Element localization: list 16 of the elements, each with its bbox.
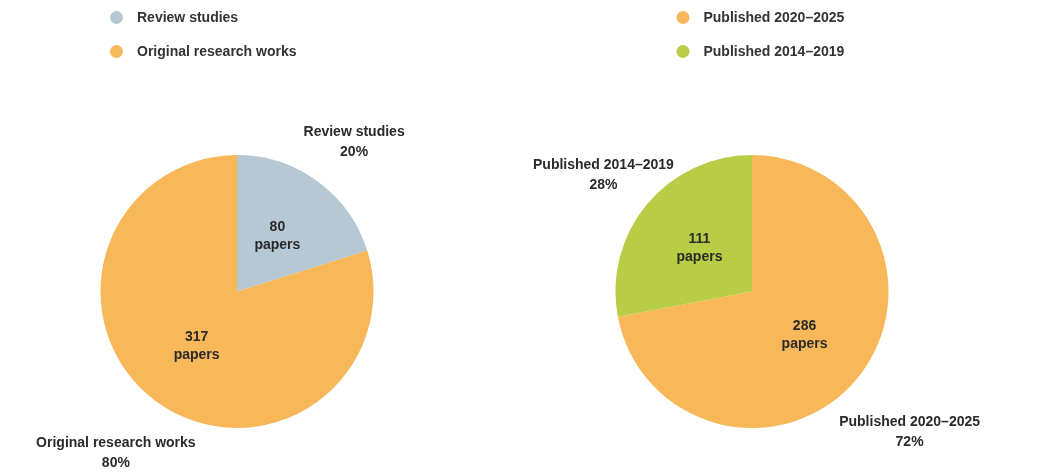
data-label: 286 papers <box>781 316 828 351</box>
legend-label: Published 2020–2025 <box>703 9 845 25</box>
slice-label: Review studies <box>303 122 405 139</box>
legend-label: Published 2014–2019 <box>703 43 845 59</box>
legend-label: Review studies <box>137 9 239 25</box>
text: 28% <box>589 176 618 192</box>
slice-label: Published 2014–2019 <box>532 156 675 172</box>
data-label: 80 papers <box>254 218 301 253</box>
text: 72% <box>895 433 924 450</box>
slice-label: Published 2020–2025 <box>839 413 981 430</box>
slice-label: Original research works <box>36 433 196 450</box>
data-label: 111 papers <box>676 229 723 264</box>
text: 80% <box>101 453 130 470</box>
legend-label: Original research works <box>137 43 297 59</box>
data-label: 317 papers <box>173 328 220 363</box>
text: 20% <box>340 142 369 159</box>
